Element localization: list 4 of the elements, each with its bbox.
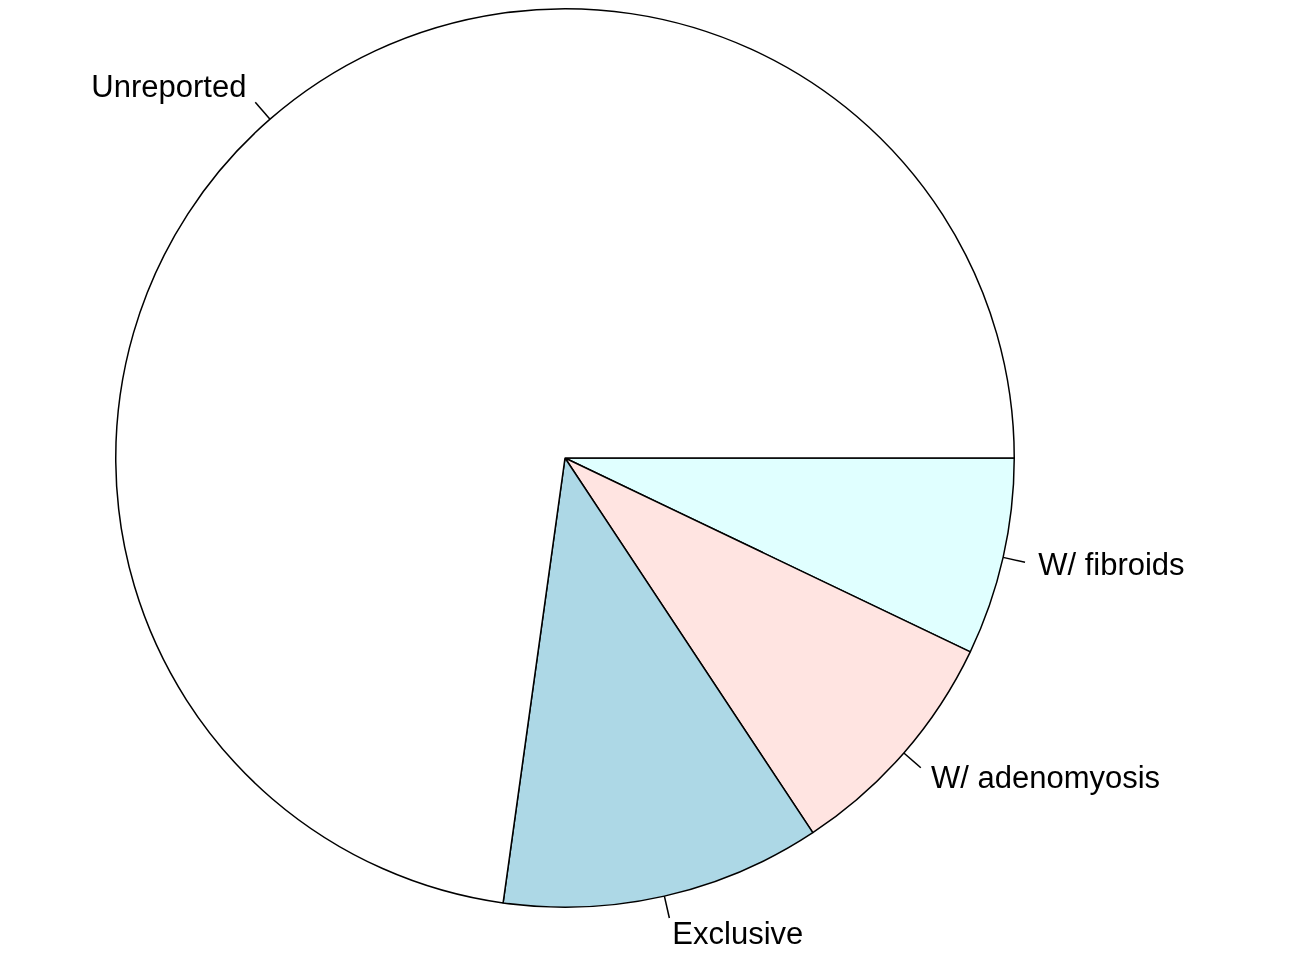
slice-label: W/ fibroids xyxy=(1038,546,1185,582)
slice-label: Exclusive xyxy=(672,916,804,952)
slice-label: Unreported xyxy=(91,69,247,105)
slice-label: W/ adenomyosis xyxy=(930,760,1161,796)
